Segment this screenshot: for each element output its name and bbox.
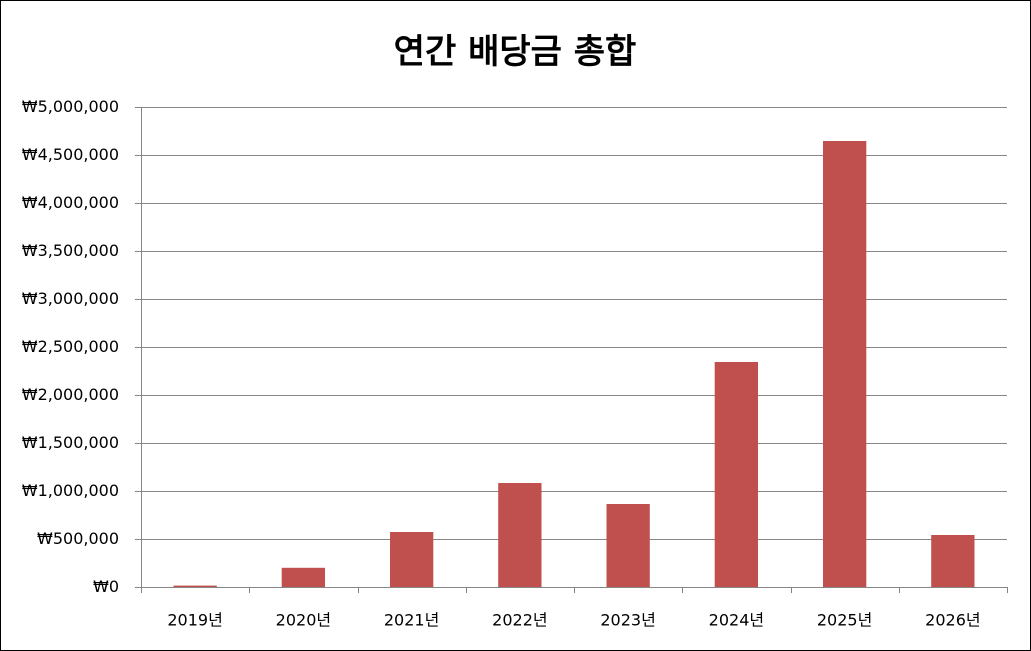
x-tick-label: 2020년	[276, 611, 331, 630]
bar-2025	[823, 141, 867, 587]
y-tick-label: ₩3,000,000	[22, 289, 119, 308]
bar-2020	[281, 567, 325, 587]
y-tick-label: ₩0	[93, 577, 119, 596]
y-tick-label: ₩2,500,000	[22, 337, 119, 356]
y-tick-label: ₩5,000,000	[22, 97, 119, 116]
bar-2022	[498, 483, 542, 587]
y-tick-label: ₩1,500,000	[22, 433, 119, 452]
y-axis-labels: ₩0 ₩500,000 ₩1,000,000 ₩1,500,000 ₩2,000,000…	[22, 97, 119, 596]
bars	[173, 141, 975, 587]
y-tick-label: ₩4,000,000	[22, 193, 119, 212]
x-axis-labels: 2019년 2020년 2021년 2022년 2023년 2024년 2025년 2026년	[167, 611, 980, 630]
y-tick-label: ₩4,500,000	[22, 145, 119, 164]
y-tick-label: ₩500,000	[37, 529, 119, 548]
y-tick-label: ₩3,500,000	[22, 241, 119, 260]
bar-2023	[606, 504, 650, 587]
x-tick-label: 2026년	[925, 611, 980, 630]
y-tick-label: ₩2,000,000	[22, 385, 119, 404]
x-tick-label: 2023년	[600, 611, 655, 630]
x-tick-label: 2019년	[167, 611, 222, 630]
x-tick-label: 2025년	[817, 611, 872, 630]
bar-2024	[714, 362, 758, 587]
chart-title: 연간 배당금 총합	[394, 32, 637, 72]
y-tick-label: ₩1,000,000	[22, 481, 119, 500]
bar-2019	[173, 585, 217, 587]
axes	[135, 107, 1008, 593]
x-tick-label: 2021년	[384, 611, 439, 630]
bar-2021	[390, 532, 434, 587]
x-tick-label: 2022년	[492, 611, 547, 630]
bar-2026	[931, 535, 975, 587]
x-tick-label: 2024년	[709, 611, 764, 630]
